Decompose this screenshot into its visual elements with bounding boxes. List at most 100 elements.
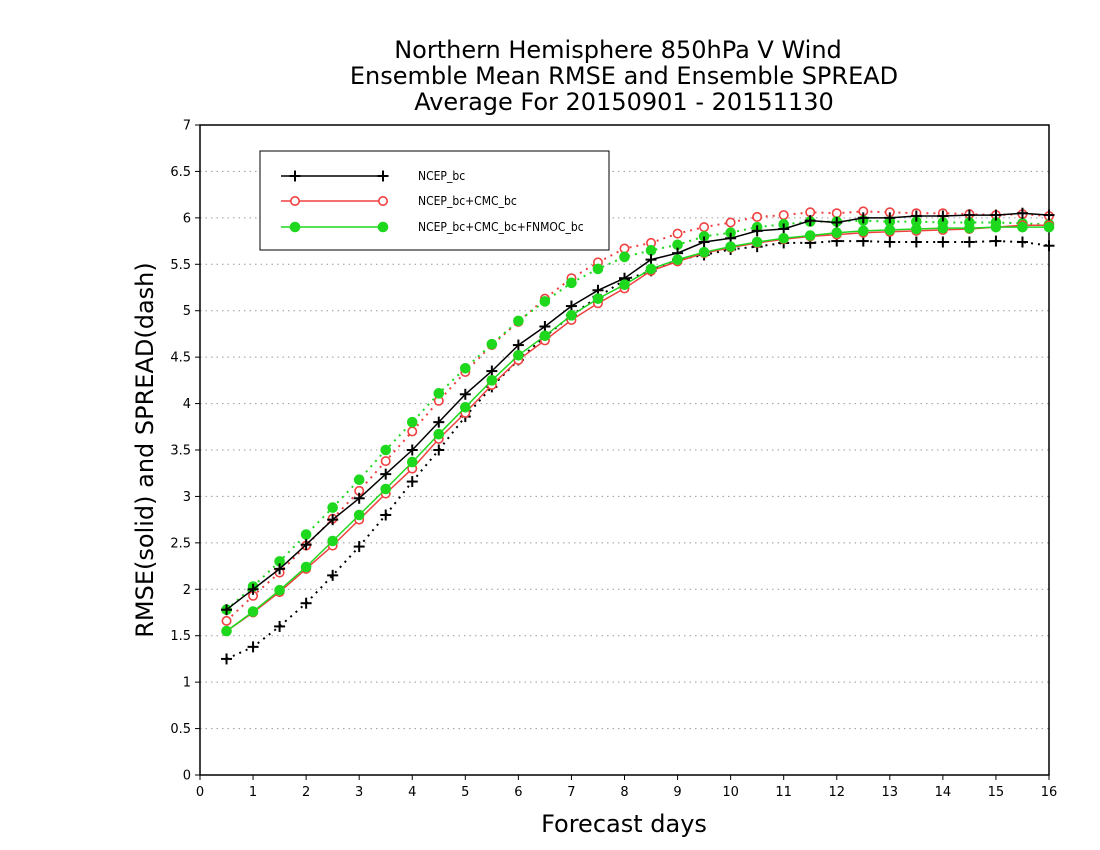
data-point-rmse (857, 212, 869, 224)
data-point-spread (725, 217, 736, 228)
y-tick-label: 5 (183, 304, 191, 319)
series-line-rmse (226, 226, 1049, 632)
data-point-spread (380, 509, 392, 521)
x-tick-label: 0 (196, 785, 204, 800)
data-point-spread (910, 236, 922, 248)
y-axis-title: RMSE(solid) and SPREAD(dash) (131, 262, 159, 638)
data-point-rmse (725, 241, 736, 252)
data-point-spread (699, 222, 710, 233)
data-point-rmse (937, 222, 949, 234)
legend-label: NCEP_bc+CMC_bc+FNMOC_bc (418, 220, 584, 234)
legend-marker (377, 221, 389, 233)
data-point-rmse (300, 561, 312, 573)
data-point-spread (672, 228, 683, 239)
data-point-spread (937, 236, 949, 248)
series-rmse (221, 207, 1055, 616)
data-point-rmse (884, 224, 896, 236)
data-point-spread (619, 243, 630, 254)
legend-marker (289, 170, 301, 182)
x-tick-label: 16 (1041, 785, 1058, 800)
y-tick-label: 0.5 (170, 722, 191, 737)
series-layer (221, 206, 1055, 665)
data-point-rmse (565, 300, 577, 312)
x-tick-label: 15 (988, 785, 1005, 800)
y-tick-label: 2.5 (170, 536, 191, 551)
y-tick-label: 1 (183, 676, 191, 691)
legend-marker (289, 196, 300, 207)
data-point-rmse (380, 468, 392, 480)
data-point-rmse (1017, 221, 1028, 233)
x-tick-label: 6 (514, 785, 522, 800)
data-point-spread (274, 620, 286, 632)
data-point-spread (884, 236, 896, 248)
data-point-rmse (619, 279, 630, 291)
data-point-spread (353, 541, 365, 553)
x-tick-label: 11 (775, 785, 792, 800)
x-tick-label: 8 (620, 785, 628, 800)
data-point-rmse (645, 263, 657, 275)
data-point-rmse (831, 227, 843, 239)
data-point-rmse (884, 212, 896, 224)
x-axis: 0 1 2 3 4 5 6 7 8 9 10 11 12 13 14 15 16 (196, 775, 1057, 800)
data-point-spread (327, 569, 339, 581)
data-point-rmse (1043, 221, 1055, 233)
legend-entry: NCEP_bc (281, 169, 465, 183)
series-rmse (221, 220, 1055, 637)
data-point-rmse (539, 321, 551, 332)
data-point-rmse (353, 509, 365, 521)
x-tick-label: 2 (302, 785, 310, 800)
series-spread (221, 206, 1055, 626)
data-point-spread (460, 362, 471, 374)
series-line-rmse (226, 212, 1050, 611)
y-tick-label: 0 (183, 769, 191, 784)
data-point-spread (221, 653, 233, 665)
data-point-rmse (380, 483, 392, 495)
x-tick-label: 13 (882, 785, 899, 800)
legend-marker (289, 221, 301, 233)
data-point-spread (592, 263, 604, 275)
x-tick-label: 5 (461, 785, 469, 800)
data-point-rmse (512, 339, 524, 351)
x-tick-label: 3 (355, 785, 363, 800)
data-point-rmse (804, 215, 816, 227)
data-point-spread (513, 315, 524, 327)
data-point-rmse (778, 232, 789, 244)
data-point-rmse (1043, 209, 1055, 221)
data-point-spread (752, 211, 763, 222)
data-point-rmse (247, 583, 259, 595)
x-tick-label: 7 (567, 785, 575, 800)
data-point-rmse (406, 444, 418, 456)
data-point-rmse (327, 514, 339, 526)
data-point-rmse (221, 625, 232, 637)
data-point-rmse (751, 225, 763, 237)
legend-entry: NCEP_bc+CMC_bc+FNMOC_bc (281, 220, 584, 234)
data-point-spread (300, 597, 312, 609)
data-point-spread (645, 245, 657, 256)
series-line-spread (225, 210, 1050, 622)
data-point-rmse (221, 604, 233, 616)
data-point-rmse (911, 223, 922, 235)
data-point-spread (566, 277, 577, 289)
series-spread (221, 235, 1055, 665)
data-point-rmse (460, 401, 471, 413)
data-point-rmse (247, 606, 259, 617)
data-point-rmse (433, 416, 445, 428)
x-tick-label: 12 (828, 785, 845, 800)
data-point-spread (990, 235, 1002, 247)
legend-marker (377, 196, 388, 207)
y-tick-label: 1.5 (170, 629, 191, 644)
data-point-spread (353, 474, 365, 486)
data-point-spread (539, 296, 551, 307)
x-tick-label: 10 (722, 785, 739, 800)
data-point-rmse (353, 492, 365, 504)
y-tick-label: 7 (183, 119, 191, 134)
data-point-rmse (327, 535, 338, 547)
chart-title-line-2: Ensemble Mean RMSE and Ensemble SPREAD (350, 62, 898, 90)
data-point-rmse (645, 254, 657, 266)
data-point-rmse (672, 254, 683, 265)
data-point-spread (221, 615, 232, 626)
data-point-rmse (910, 210, 922, 222)
data-point-rmse (1016, 207, 1028, 219)
x-tick-label: 14 (935, 785, 952, 800)
